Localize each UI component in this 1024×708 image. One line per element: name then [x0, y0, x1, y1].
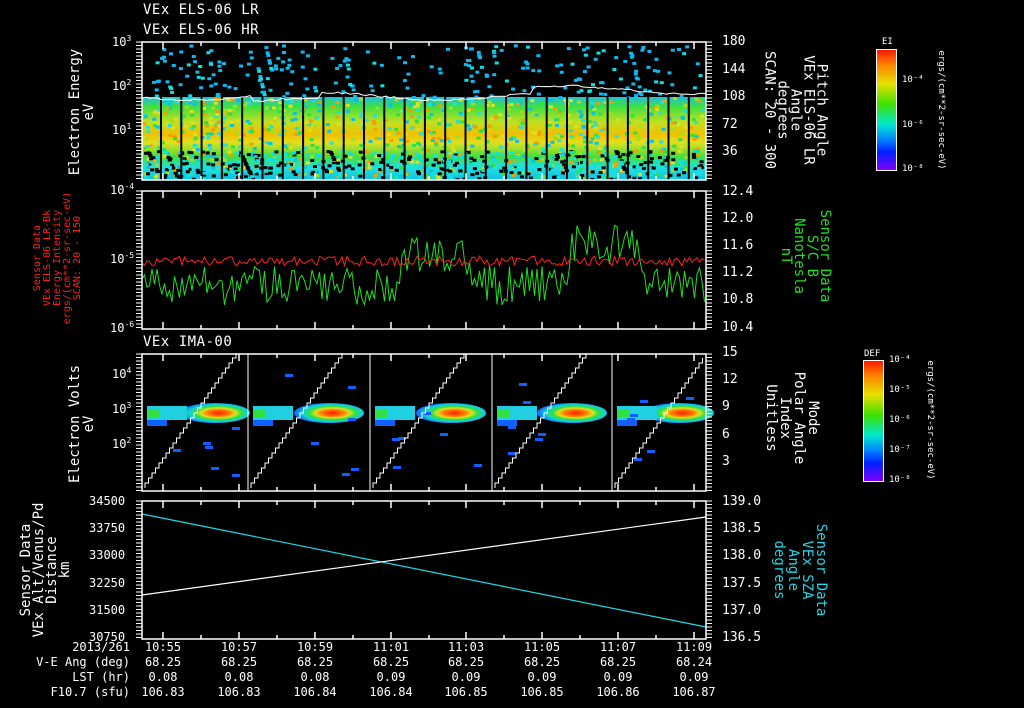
xaxis-cell-f107: 106.86 — [596, 685, 640, 699]
panel1-title-lr: VEx ELS-06 LR — [143, 2, 260, 18]
panel1-ytick-10: 101 — [112, 122, 132, 137]
colorbar1-tick-3: 10⁻⁸ — [902, 164, 924, 174]
colorbar2-tick-1: 10⁻⁴ — [889, 355, 911, 365]
panel2-rtick-12.4: 12.4 — [722, 184, 754, 199]
panel3-ytick-1e4: 104 — [112, 366, 132, 381]
xaxis-cell-ve: 68.25 — [372, 655, 410, 669]
xaxis-cell-ve: 68.25 — [144, 655, 182, 669]
panel4-ytick-32250: 32250 — [89, 576, 126, 590]
panel2-rtick-11.2: 11.2 — [722, 265, 754, 280]
xaxis-cell-time: 11:03 — [447, 640, 485, 654]
panel1-rtick-108: 108 — [722, 89, 746, 104]
xaxis-cell-f107: 106.85 — [520, 685, 564, 699]
panel4-rtick-137.0: 137.0 — [722, 603, 762, 618]
xaxis-cell-time: 11:05 — [523, 640, 561, 654]
xaxis-label-f107: F10.7 (sfu) — [50, 685, 130, 699]
panel2-rtick-12.0: 12.0 — [722, 211, 754, 226]
colorbar2 — [863, 360, 884, 482]
xaxis-cell-f107: 106.83 — [141, 685, 185, 699]
xaxis-label-lst: LST (hr) — [72, 670, 130, 684]
xaxis-cell-lst: 0.09 — [376, 670, 406, 684]
panel4-ytick-34500: 34500 — [89, 494, 126, 508]
panel3-rtick-12: 12 — [722, 372, 738, 387]
xaxis-cell-time: 11:01 — [372, 640, 410, 654]
panel4-rtick-138.0: 138.0 — [722, 548, 762, 563]
panel3-rtick-6: 6 — [722, 427, 730, 442]
panel3-title: VEx IMA-00 — [143, 334, 233, 350]
colorbar2-tick-4: 10⁻⁷ — [889, 445, 911, 455]
colorbar2-tick-3: 10⁻⁶ — [889, 415, 911, 425]
xaxis-cell-ve: 68.24 — [675, 655, 713, 669]
panel1-ytick-100: 102 — [112, 78, 132, 93]
colorbar2-tick-2: 10⁻⁵ — [889, 385, 911, 395]
xaxis-label-ve: V-E Ang (deg) — [36, 655, 130, 669]
panel2-rtick-10.8: 10.8 — [722, 292, 754, 307]
panel3-ytick-1e3: 103 — [112, 401, 132, 416]
xaxis-cell-time: 11:09 — [675, 640, 713, 654]
colorbar1 — [876, 49, 897, 171]
xaxis-cell-time: 11:07 — [599, 640, 637, 654]
colorbar2-title: DEF — [864, 349, 881, 359]
xaxis-cell-ve: 68.25 — [220, 655, 258, 669]
xaxis-cell-time: 10:57 — [220, 640, 258, 654]
xaxis-cell-ve: 68.25 — [523, 655, 561, 669]
xaxis-cell-lst: 0.09 — [603, 670, 633, 684]
panel1-ytick-1000: 103 — [112, 34, 132, 49]
xaxis-cell-lst: 0.09 — [527, 670, 557, 684]
panel3-ytick-1e2: 102 — [112, 436, 132, 451]
xaxis-cell-f107: 106.87 — [672, 685, 716, 699]
xaxis-label-date: 2013/261 — [72, 640, 130, 654]
xaxis-cell-lst: 0.08 — [224, 670, 254, 684]
colorbar1-title: EI — [882, 37, 893, 47]
panel2-ytick-1e-6: 10-6 — [110, 320, 135, 335]
xaxis-cell-ve: 68.25 — [447, 655, 485, 669]
panel4-ytick-31500: 31500 — [89, 603, 126, 617]
xaxis-row-labels: 2013/261 V-E Ang (deg) LST (hr) F10.7 (s… — [0, 640, 130, 708]
xaxis-cell-lst: 0.08 — [300, 670, 330, 684]
panel1-rtick-36: 36 — [722, 144, 738, 159]
xaxis-cell-f107: 106.84 — [369, 685, 413, 699]
panel2-rtick-11.6: 11.6 — [722, 238, 754, 253]
panel1-rtick-144: 144 — [722, 62, 746, 77]
xaxis-cell-ve: 68.25 — [296, 655, 334, 669]
panel4-rtick-139.0: 139.0 — [722, 494, 762, 509]
xaxis-cell-lst: 0.09 — [451, 670, 481, 684]
colorbar2-tick-5: 10⁻⁸ — [889, 475, 911, 485]
panel1-rtick-72: 72 — [722, 117, 738, 132]
panel2-rtick-10.4: 10.4 — [722, 320, 754, 335]
xaxis-cell-time: 10:55 — [144, 640, 182, 654]
panel4-rtick-137.5: 137.5 — [722, 576, 762, 591]
colorbar1-tick-2: 10⁻⁶ — [902, 120, 924, 130]
panel4-rtick-138.5: 138.5 — [722, 521, 762, 536]
panel3-rtick-9: 9 — [722, 399, 730, 414]
panel1-title-hr: VEx ELS-06 HR — [143, 22, 260, 38]
panel4-rtick-136.5: 136.5 — [722, 630, 762, 645]
xaxis-cell-lst: 0.08 — [148, 670, 178, 684]
xaxis-cell-f107: 106.84 — [293, 685, 337, 699]
panel2-ytick-1e-5: 10-5 — [110, 251, 135, 266]
panel4-ytick-33750: 33750 — [89, 521, 126, 535]
panel4-ytick-30750: 30750 — [89, 630, 126, 644]
panel3-rtick-15: 15 — [722, 345, 738, 360]
xaxis-cell-f107: 106.83 — [217, 685, 261, 699]
xaxis-cell-ve: 68.25 — [599, 655, 637, 669]
panel2-ytick-1e-4: 10-4 — [110, 182, 135, 197]
xaxis-cell-lst: 0.09 — [679, 670, 709, 684]
panel4-ytick-33000: 33000 — [89, 548, 126, 562]
colorbar1-tick-1: 10⁻⁴ — [902, 75, 924, 85]
panel1-rtick-180: 180 — [722, 34, 746, 49]
panel3-rtick-3: 3 — [722, 454, 730, 469]
xaxis-cell-time: 10:59 — [296, 640, 334, 654]
xaxis-cell-f107: 106.85 — [444, 685, 488, 699]
